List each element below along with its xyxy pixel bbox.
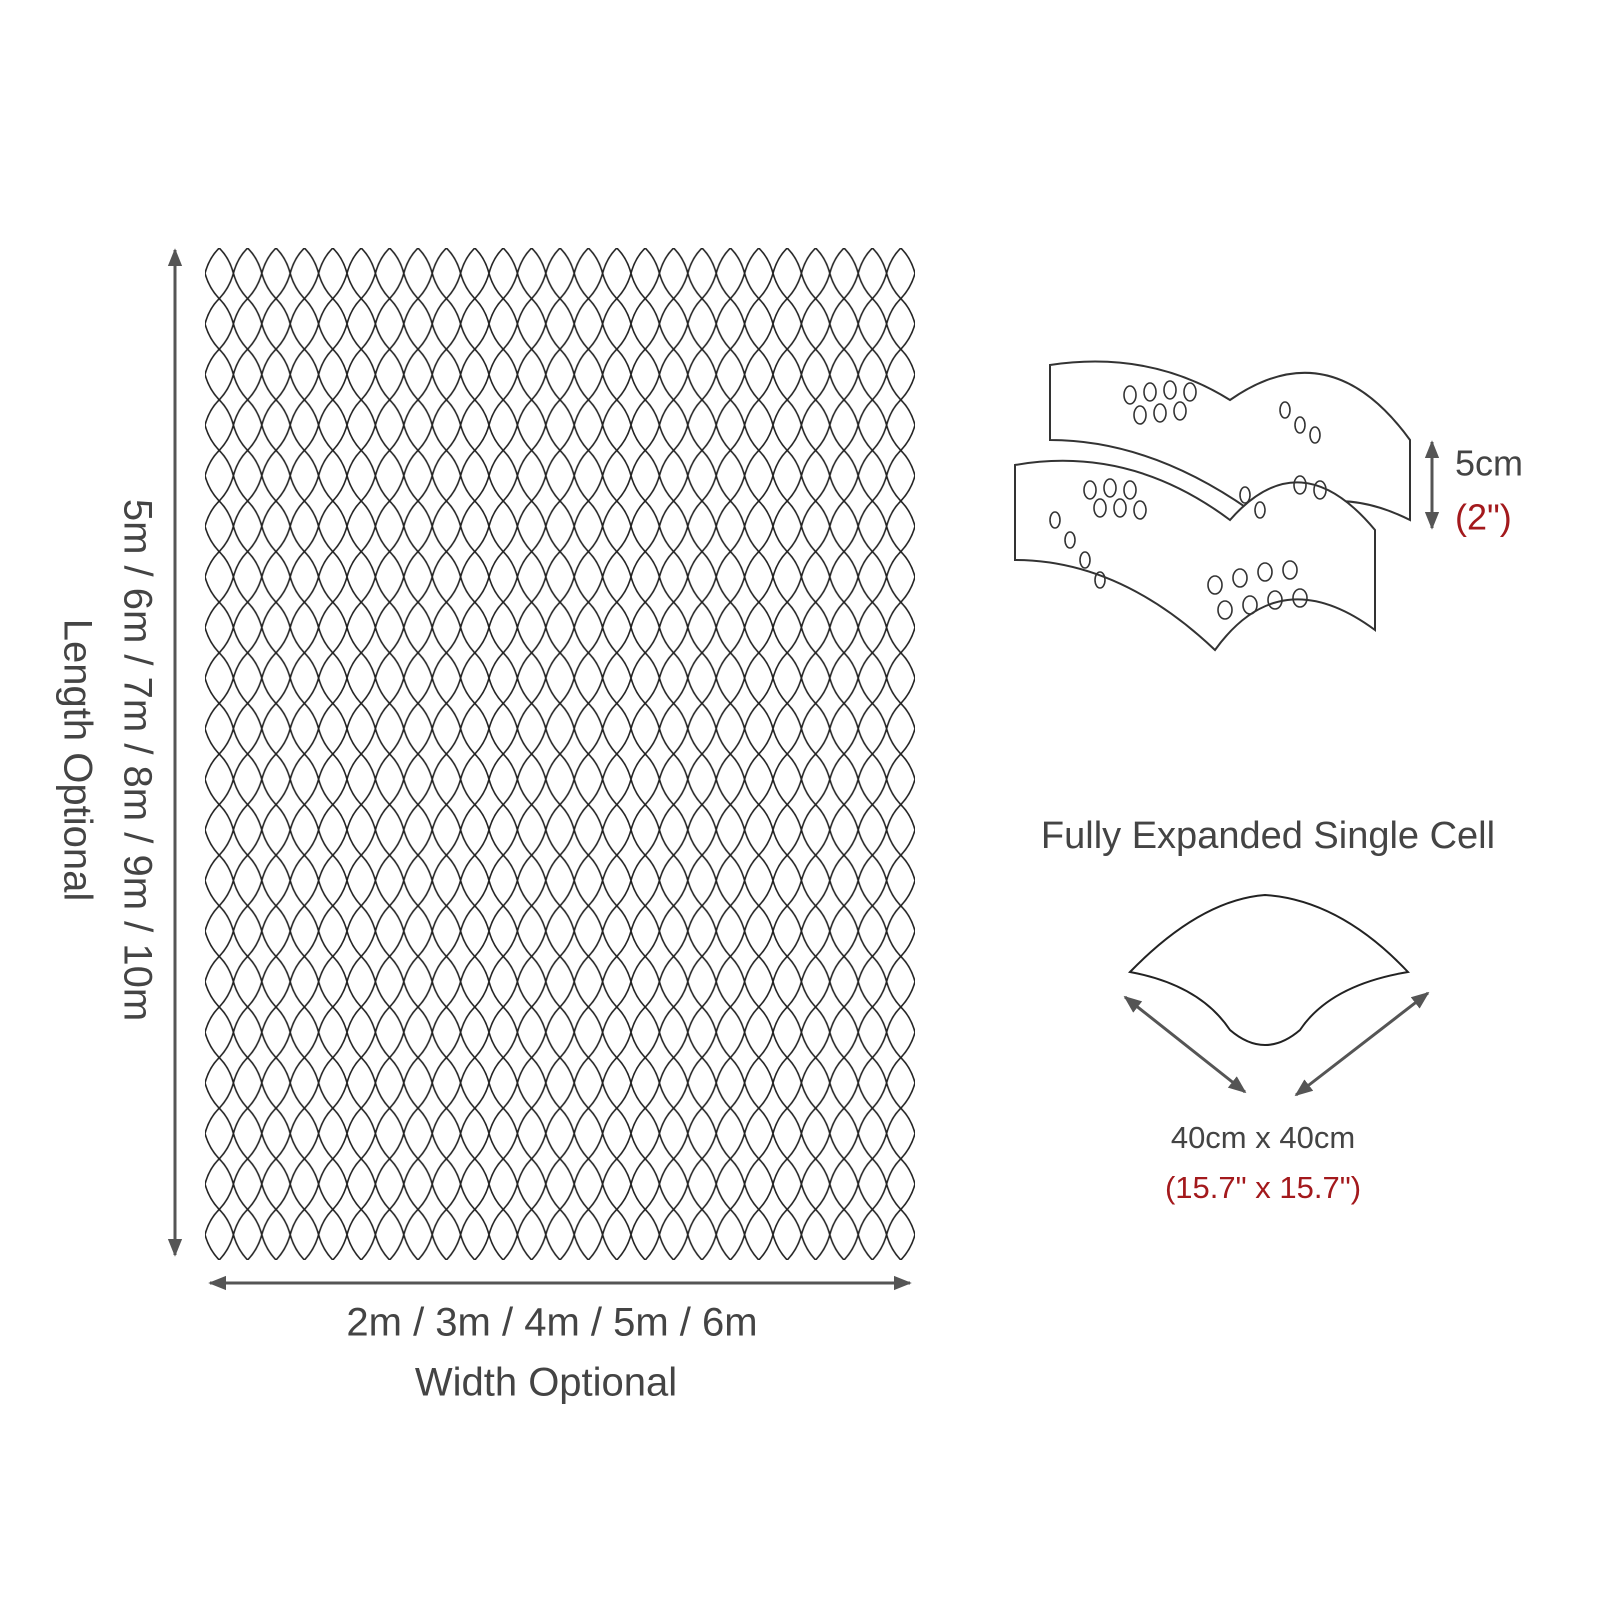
height-imperial: (2") (1455, 497, 1512, 538)
single-cell (1127, 893, 1411, 1046)
cell-imperial: (15.7" x 15.7") (1165, 1170, 1361, 1205)
width-label: Width Optional (415, 1361, 677, 1405)
length-sizes: 5m / 6m / 7m / 8m / 9m / 10m (115, 499, 159, 1021)
length-label: Length Optional (55, 619, 99, 901)
mesh-grid (205, 248, 915, 1260)
cell-metric: 40cm x 40cm (1171, 1120, 1355, 1155)
cell-arrow-right (1294, 991, 1430, 1097)
cell-title: Fully Expanded Single Cell (1041, 815, 1495, 857)
height-metric: 5cm (1455, 443, 1523, 484)
cell-arrow-left (1123, 995, 1247, 1094)
cell-strips (1014, 360, 1411, 652)
width-sizes: 2m / 3m / 4m / 5m / 6m (346, 1301, 757, 1345)
